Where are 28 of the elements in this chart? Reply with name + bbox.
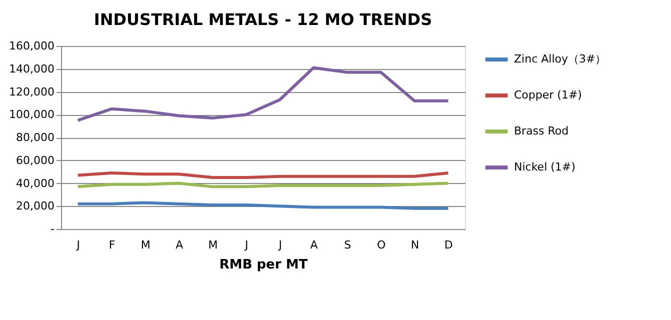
- y-tick-label: 80,000: [16, 131, 54, 144]
- x-tick-label: F: [108, 238, 116, 252]
- x-tick-label: M: [140, 238, 150, 252]
- y-tick-label: 140,000: [9, 62, 54, 76]
- y-tick-label: 120,000: [9, 85, 54, 98]
- x-tick-label: D: [444, 238, 453, 252]
- legend-label: Nickel (1#): [514, 160, 576, 174]
- chart-title: INDUSTRIAL METALS - 12 MO TRENDS: [94, 10, 432, 29]
- line-series: [76, 66, 450, 122]
- x-tick-label: A: [176, 238, 184, 252]
- x-tick-label: J: [278, 238, 282, 252]
- y-tick-label: 40,000: [16, 176, 54, 190]
- y-tick-label: -: [50, 222, 55, 236]
- legend-label: Brass Rod: [514, 124, 569, 138]
- y-tick-label: 100,000: [9, 108, 54, 122]
- y-tick-label: 20,000: [16, 200, 54, 213]
- legend-label: Zinc Alloy（3#）: [514, 52, 606, 66]
- x-tick-label: N: [410, 238, 420, 252]
- x-tick-label: S: [344, 238, 352, 252]
- x-tick-label: A: [310, 238, 318, 252]
- x-tick-label: J: [244, 238, 248, 252]
- legend-label: Copper (1#): [514, 88, 582, 102]
- y-tick-label: 60,000: [16, 154, 54, 167]
- x-tick-label: J: [76, 238, 80, 252]
- x-tick-label: O: [376, 238, 386, 252]
- x-axis-title: RMB per MT: [219, 258, 308, 272]
- y-tick-label: 160,000: [9, 40, 54, 52]
- x-tick-label: M: [208, 238, 218, 252]
